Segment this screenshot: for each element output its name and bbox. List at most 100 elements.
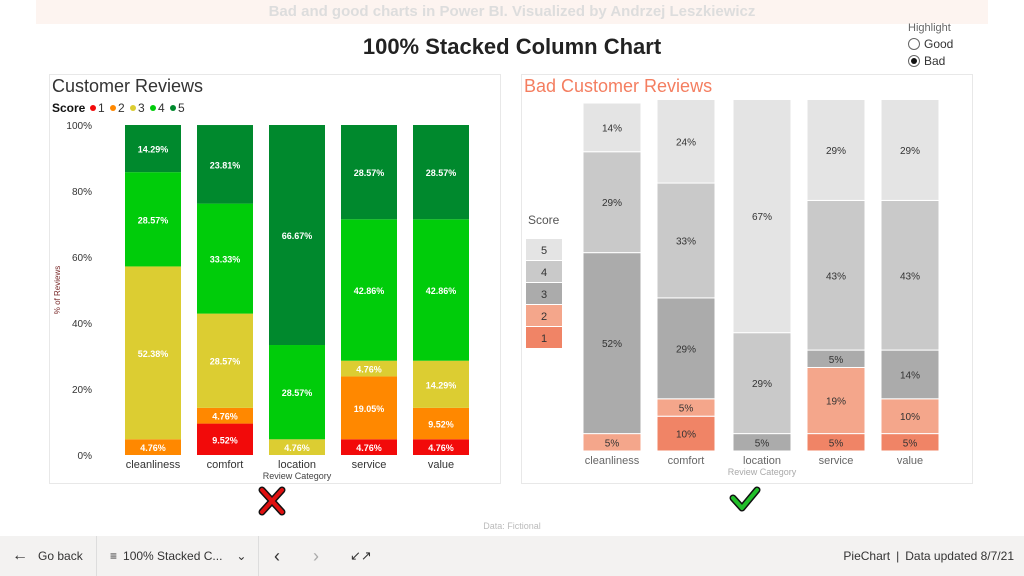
- data-label: 23.81%: [210, 160, 241, 170]
- charts-svg: Customer Reviews 4.76% 52.38% 28.57% 14.29% c…: [52, 76, 940, 516]
- data-label: 29%: [752, 379, 772, 390]
- radio-label: Good: [924, 37, 954, 51]
- data-label: 28.57%: [282, 388, 313, 398]
- data-label: 29%: [602, 198, 622, 209]
- legend-label: 5: [178, 101, 185, 115]
- y-tick-label: 100%: [66, 121, 92, 132]
- legend-swatch: [526, 239, 562, 260]
- radio-selected-icon: [908, 55, 920, 67]
- data-label: 28.57%: [138, 215, 169, 225]
- bar-segment: [413, 439, 469, 455]
- highlight-label: Highlight: [908, 22, 951, 34]
- bar-segment: [413, 219, 469, 361]
- bar-segment: [341, 219, 397, 361]
- bar-segment: [656, 99, 716, 184]
- data-label: 4.76%: [212, 412, 238, 422]
- data-label: 52%: [602, 339, 622, 350]
- legend-title: Score: [52, 101, 86, 115]
- data-label: 14.29%: [138, 145, 169, 155]
- data-label: 5%: [605, 438, 620, 449]
- legend-swatch: [526, 327, 562, 348]
- bar-segment: [413, 407, 469, 440]
- y-axis-title: % of Reviews: [53, 266, 62, 314]
- data-label: 4.76%: [428, 443, 454, 453]
- legend-label: 2: [118, 101, 125, 115]
- data-label: 4.76%: [284, 443, 310, 453]
- data-label: 29%: [826, 146, 846, 157]
- bar-segment: [656, 297, 716, 400]
- radio-label: Bad: [924, 54, 946, 68]
- data-label: 14.29%: [426, 380, 457, 390]
- bar-segment: [732, 99, 792, 334]
- data-label: 28.57%: [210, 357, 241, 367]
- bar-segment: [269, 125, 325, 346]
- data-label: 5%: [829, 355, 844, 366]
- legend-label: 1: [98, 101, 105, 115]
- bar-segment: [880, 99, 940, 201]
- data-label: 5%: [829, 438, 844, 449]
- data-label: 28.57%: [426, 168, 457, 178]
- bar-segment: [582, 151, 642, 254]
- next-page-button[interactable]: ›: [313, 546, 319, 566]
- bar-segment: [197, 407, 253, 424]
- radio-circle-icon: [908, 38, 920, 50]
- bar-segment: [197, 313, 253, 408]
- legend-label: 4: [158, 101, 165, 115]
- legend-marker: [110, 105, 116, 111]
- bar-segment: [269, 439, 325, 455]
- radio-bad[interactable]: Bad: [908, 54, 953, 68]
- data-label: 67%: [752, 212, 772, 223]
- collapse-icon[interactable]: ↙↗: [350, 548, 372, 563]
- data-label: 9.52%: [428, 420, 454, 430]
- data-label: 9.52%: [212, 435, 238, 445]
- go-back-label: Go back: [38, 549, 83, 563]
- x-tick-label: location: [743, 455, 781, 467]
- radio-good[interactable]: Good: [908, 37, 953, 51]
- bar-segment: [582, 102, 642, 153]
- report-name: PieChart: [843, 549, 891, 563]
- data-label: 10%: [676, 430, 696, 441]
- data-label: 33%: [676, 236, 696, 247]
- legend-marker: [150, 105, 156, 111]
- chart-title: Bad Customer Reviews: [524, 76, 712, 96]
- x-tick-label: value: [428, 459, 454, 471]
- bar-segment: [341, 376, 397, 440]
- bar-segment: [880, 398, 940, 435]
- bar-segment: [656, 182, 716, 299]
- data-label: 10%: [900, 412, 920, 423]
- legend-label: 3: [541, 289, 547, 301]
- legend-label: 2: [541, 311, 547, 323]
- data-label: 28.57%: [354, 168, 385, 178]
- data-label: 5%: [679, 404, 694, 415]
- legend-label: 3: [138, 101, 145, 115]
- x-tick-label: cleanliness: [585, 455, 640, 467]
- data-label: 42.86%: [354, 286, 385, 296]
- bar-segment: [125, 172, 181, 267]
- x-tick-label: service: [819, 455, 854, 467]
- page-selector[interactable]: ≡ 100% Stacked C... ⌄: [110, 536, 246, 576]
- previous-page-button[interactable]: ‹: [274, 546, 280, 566]
- x-tick-label: value: [897, 455, 923, 467]
- cross-icon: [260, 488, 284, 514]
- data-label: 5%: [755, 438, 770, 449]
- chart-panel-bad-customer-reviews: [521, 74, 973, 484]
- bar-segment: [732, 332, 792, 435]
- bar-segment: [806, 366, 866, 435]
- bar-segment: [413, 125, 469, 220]
- x-tick-label: comfort: [668, 455, 705, 467]
- data-label: 4.76%: [356, 443, 382, 453]
- bar-segment: [341, 125, 397, 220]
- go-back-button[interactable]: ← Go back: [12, 536, 83, 576]
- bar-segment: [341, 439, 397, 455]
- data-source: Data: Fictional: [483, 521, 541, 531]
- data-label: 66.67%: [282, 231, 313, 241]
- bar-segment: [806, 99, 866, 201]
- data-label: 19.05%: [354, 404, 385, 414]
- bar-segment: [582, 252, 642, 435]
- bar-segment: [197, 125, 253, 204]
- data-label: 52.38%: [138, 349, 169, 359]
- x-tick-label: cleanliness: [126, 459, 181, 471]
- x-tick-label: service: [352, 459, 387, 471]
- list-icon: ≡: [110, 549, 118, 563]
- y-tick-label: 60%: [72, 253, 92, 264]
